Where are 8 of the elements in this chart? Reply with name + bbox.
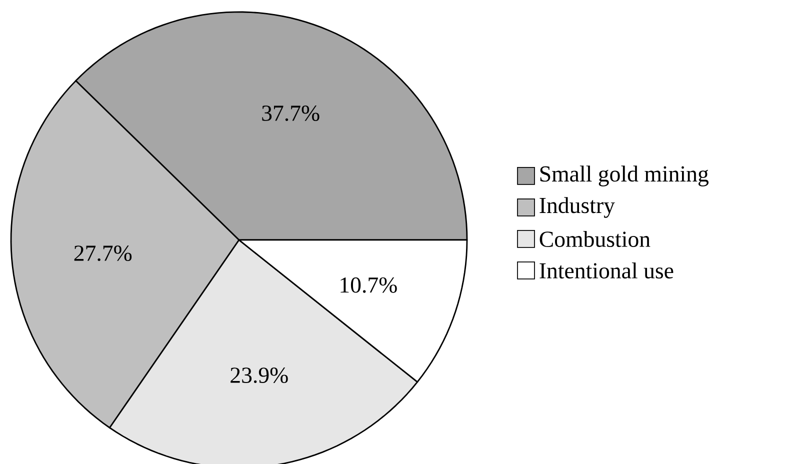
data-label: 10.7%: [340, 277, 397, 293]
data-label: 27.7%: [74, 246, 132, 262]
legend-label: Intentional use: [540, 262, 674, 279]
data-label: 37.7%: [262, 106, 320, 122]
legend-label: Small gold mining: [540, 166, 709, 186]
data-label: 23.9%: [230, 368, 288, 384]
legend-label: Industry: [540, 197, 615, 218]
legend-label: Combustion: [540, 230, 650, 248]
